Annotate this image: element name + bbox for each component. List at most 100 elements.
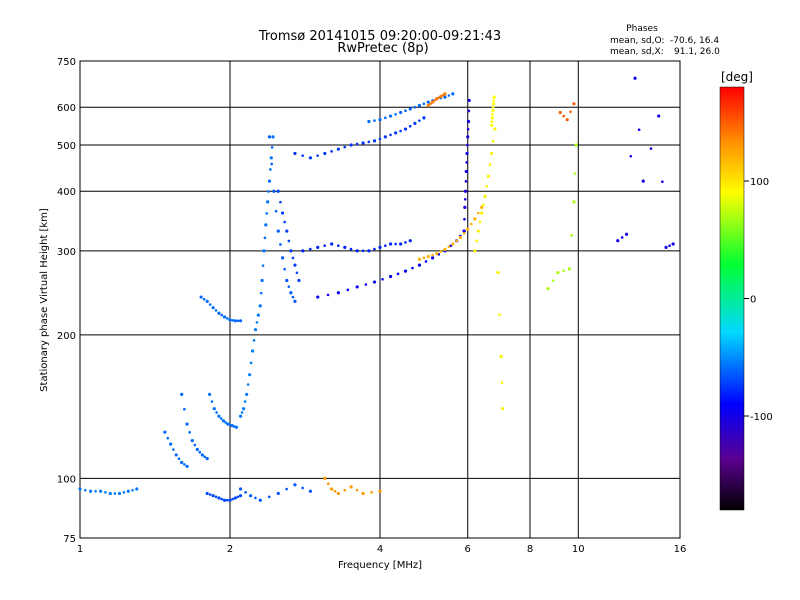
data-point [394,242,397,246]
data-point [447,94,451,97]
data-point [316,295,320,299]
data-point [572,102,576,106]
data-point [574,143,578,147]
data-point [349,143,353,147]
data-point [480,211,484,215]
data-point [433,99,436,102]
data-point [424,260,428,263]
data-point [308,156,313,160]
data-point [430,100,435,104]
data-point [372,280,377,284]
data-point [490,151,494,156]
data-point [215,411,218,414]
data-point [169,442,173,446]
data-point [238,414,243,418]
data-point [476,229,480,233]
x-tick-label: 16 [674,544,687,555]
data-point [349,247,353,251]
data-point [205,491,209,496]
data-point [254,496,257,500]
grid [80,61,680,538]
data-point [443,95,447,99]
data-point [217,311,221,315]
data-point [404,241,407,244]
data-point [355,285,359,289]
data-point [491,112,494,116]
y-tick-label: 200 [57,331,76,342]
data-point [336,491,340,496]
data-point [361,491,365,496]
data-point [435,97,439,101]
data-point [383,135,387,139]
data-point [326,482,330,486]
data-point [429,102,432,106]
data-point [211,494,215,498]
data-point [367,119,371,124]
data-points [78,76,675,502]
data-point [135,487,139,491]
data-point [500,381,504,384]
data-point [443,247,447,252]
data-point [473,249,477,253]
phase-stats-x-label: mean, sd,X: [610,47,664,57]
data-point [464,169,468,174]
y-tick-label: 400 [57,187,76,198]
data-point [343,245,347,249]
data-point [394,131,398,135]
data-point [469,222,473,226]
data-point [267,495,271,499]
data-point [373,247,376,251]
data-point [249,361,253,365]
data-point [478,220,482,224]
data-point [183,463,186,466]
data-point [131,488,134,492]
data-point [236,319,240,323]
colorbar [719,86,745,511]
data-point [180,392,184,397]
data-point [210,400,214,403]
data-point [439,94,443,99]
data-point [378,245,382,249]
data-point [256,313,260,317]
data-point [316,154,319,157]
data-point [269,168,272,171]
data-point [238,319,243,323]
data-point [323,151,327,156]
data-point [285,487,288,491]
data-point [364,283,368,286]
data-point [279,200,282,204]
data-point [408,239,412,243]
data-point [466,135,470,139]
data-point [466,227,470,231]
data-point [166,436,170,440]
colorbar-ticks: 100 0 -100 [744,177,773,423]
data-point [180,460,184,465]
data-point [422,116,426,120]
data-point [279,243,282,246]
data-point [649,147,653,150]
data-point [183,407,186,411]
colorbar-label: [deg] [721,70,753,84]
data-point [399,242,403,246]
data-point [624,232,629,236]
data-point [567,267,572,271]
data-point [486,174,490,178]
data-point [233,496,237,500]
data-point [242,407,246,411]
data-point [217,414,221,418]
data-point [367,140,371,144]
data-point [455,239,458,243]
data-point [221,419,226,423]
data-point [616,239,620,243]
data-point [323,476,327,481]
x-tick-label: 1 [77,544,83,555]
data-point [449,244,453,248]
data-point [394,112,397,116]
data-point [258,498,262,502]
data-point [220,313,224,317]
data-point [464,180,468,183]
data-point [558,110,562,115]
data-point [355,249,359,253]
data-point [451,242,455,246]
data-point [381,277,384,281]
